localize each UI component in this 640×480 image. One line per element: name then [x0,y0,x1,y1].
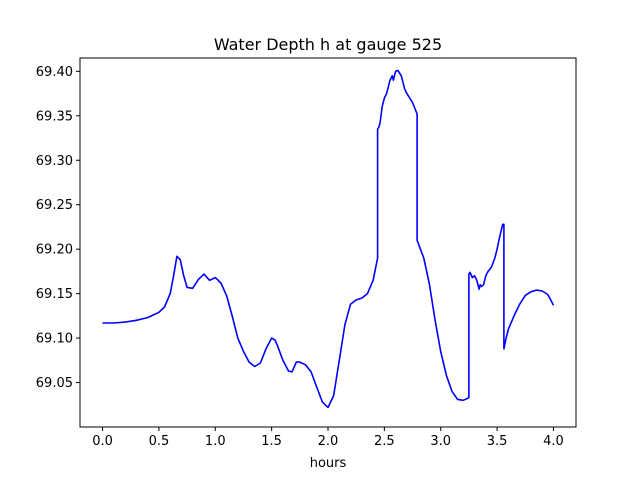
plot-area [80,58,576,427]
x-tick-label: 0.0 [92,434,113,449]
x-tick-label: 1.5 [261,434,282,449]
chart-title: Water Depth h at gauge 525 [214,35,442,54]
series-line [102,69,555,409]
x-axis: 0.0 0.5 1.0 1.5 2.0 2.5 3.0 3.5 4.0 [92,427,564,449]
y-axis: 69.05 69.10 69.15 69.20 69.25 69.30 69.35 69.40 [36,65,80,391]
y-tick-label: 69.10 [36,332,73,347]
y-tick-label: 69.15 [36,287,73,302]
plot-frame [79,57,577,428]
x-tick-label: 0.5 [149,434,170,449]
x-tick-label: 3.5 [487,434,508,449]
x-tick-label: 2.0 [318,434,339,449]
series-layer [102,69,555,409]
x-axis-label: hours [310,456,347,471]
y-tick-label: 69.25 [36,198,73,213]
x-tick-label: 3.0 [430,434,451,449]
y-tick-label: 69.35 [36,109,73,124]
x-tick-label: 2.5 [374,434,395,449]
y-tick-label: 69.05 [36,376,73,391]
x-tick-label: 1.0 [205,434,226,449]
x-tick-label: 4.0 [543,434,564,449]
y-tick-label: 69.20 [36,243,73,258]
y-tick-label: 69.40 [36,65,73,80]
y-tick-label: 69.30 [36,154,73,169]
